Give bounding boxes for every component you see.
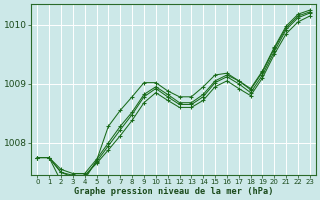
X-axis label: Graphe pression niveau de la mer (hPa): Graphe pression niveau de la mer (hPa) xyxy=(74,187,273,196)
